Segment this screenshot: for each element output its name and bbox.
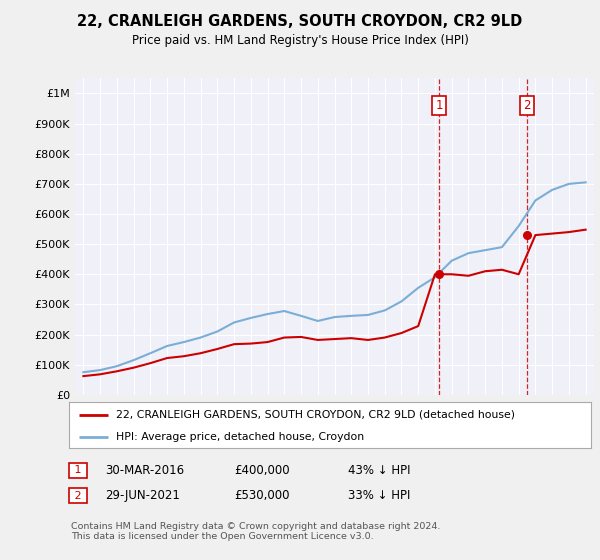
Text: £530,000: £530,000 <box>234 489 290 502</box>
Text: 2: 2 <box>523 99 531 112</box>
Text: Contains HM Land Registry data © Crown copyright and database right 2024.
This d: Contains HM Land Registry data © Crown c… <box>71 522 440 542</box>
Text: 1: 1 <box>71 465 85 475</box>
Text: 22, CRANLEIGH GARDENS, SOUTH CROYDON, CR2 9LD (detached house): 22, CRANLEIGH GARDENS, SOUTH CROYDON, CR… <box>116 410 515 420</box>
Text: 33% ↓ HPI: 33% ↓ HPI <box>348 489 410 502</box>
Text: 29-JUN-2021: 29-JUN-2021 <box>105 489 180 502</box>
Text: 43% ↓ HPI: 43% ↓ HPI <box>348 464 410 477</box>
Text: HPI: Average price, detached house, Croydon: HPI: Average price, detached house, Croy… <box>116 432 364 441</box>
Text: 22, CRANLEIGH GARDENS, SOUTH CROYDON, CR2 9LD: 22, CRANLEIGH GARDENS, SOUTH CROYDON, CR… <box>77 14 523 29</box>
Text: 30-MAR-2016: 30-MAR-2016 <box>105 464 184 477</box>
Text: Price paid vs. HM Land Registry's House Price Index (HPI): Price paid vs. HM Land Registry's House … <box>131 34 469 46</box>
Text: 1: 1 <box>436 99 443 112</box>
Text: 2: 2 <box>71 491 85 501</box>
Text: £400,000: £400,000 <box>234 464 290 477</box>
